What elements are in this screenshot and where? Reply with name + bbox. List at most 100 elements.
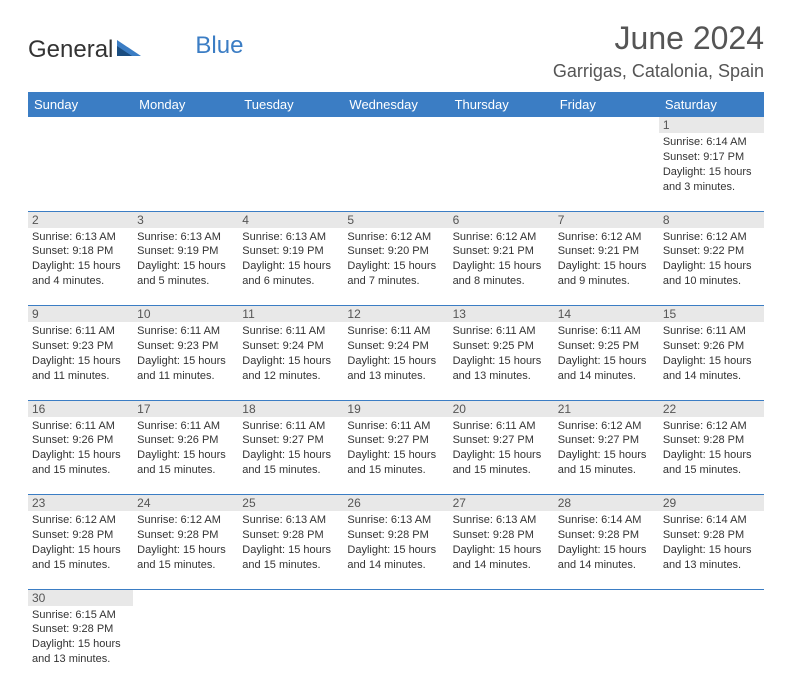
- daynum-row: 16171819202122: [28, 400, 764, 417]
- day-info-cell: Sunrise: 6:13 AMSunset: 9:28 PMDaylight:…: [449, 511, 554, 589]
- day-info-cell: [659, 606, 764, 684]
- day-info: Sunrise: 6:11 AMSunset: 9:24 PMDaylight:…: [347, 324, 444, 383]
- day-info-cell: Sunrise: 6:13 AMSunset: 9:19 PMDaylight:…: [133, 228, 238, 306]
- day-info: Sunrise: 6:12 AMSunset: 9:21 PMDaylight:…: [558, 230, 655, 289]
- daylight-text: Daylight: 15 hours and 15 minutes.: [453, 448, 550, 478]
- weekday-wednesday: Wednesday: [343, 92, 448, 117]
- day-number-cell: [554, 117, 659, 133]
- day-info-cell: Sunrise: 6:15 AMSunset: 9:28 PMDaylight:…: [28, 606, 133, 684]
- day-info-cell: Sunrise: 6:11 AMSunset: 9:26 PMDaylight:…: [133, 417, 238, 495]
- day-number-cell: [343, 589, 448, 606]
- daylight-text: Daylight: 15 hours and 14 minutes.: [663, 354, 760, 384]
- weekday-friday: Friday: [554, 92, 659, 117]
- day-info: Sunrise: 6:12 AMSunset: 9:20 PMDaylight:…: [347, 230, 444, 289]
- sunrise-text: Sunrise: 6:12 AM: [32, 513, 129, 528]
- day-info-cell: Sunrise: 6:14 AMSunset: 9:17 PMDaylight:…: [659, 133, 764, 211]
- day-info-cell: Sunrise: 6:12 AMSunset: 9:28 PMDaylight:…: [659, 417, 764, 495]
- day-info-cell: Sunrise: 6:11 AMSunset: 9:23 PMDaylight:…: [133, 322, 238, 400]
- dayinfo-row: Sunrise: 6:12 AMSunset: 9:28 PMDaylight:…: [28, 511, 764, 589]
- daylight-text: Daylight: 15 hours and 15 minutes.: [663, 448, 760, 478]
- daynum-row: 1: [28, 117, 764, 133]
- day-number-cell: [554, 589, 659, 606]
- day-number-cell: 11: [238, 306, 343, 323]
- logo-text-general: General: [28, 36, 113, 64]
- weekday-tuesday: Tuesday: [238, 92, 343, 117]
- location-text: Garrigas, Catalonia, Spain: [553, 61, 764, 82]
- day-info-cell: Sunrise: 6:11 AMSunset: 9:26 PMDaylight:…: [28, 417, 133, 495]
- day-info-cell: Sunrise: 6:13 AMSunset: 9:18 PMDaylight:…: [28, 228, 133, 306]
- day-info: Sunrise: 6:13 AMSunset: 9:18 PMDaylight:…: [32, 230, 129, 289]
- sunrise-text: Sunrise: 6:14 AM: [663, 135, 760, 150]
- day-number-cell: 2: [28, 211, 133, 228]
- sunrise-text: Sunrise: 6:14 AM: [558, 513, 655, 528]
- day-info-cell: Sunrise: 6:11 AMSunset: 9:27 PMDaylight:…: [238, 417, 343, 495]
- month-title: June 2024: [553, 20, 764, 57]
- sunrise-text: Sunrise: 6:12 AM: [663, 419, 760, 434]
- day-number-cell: 3: [133, 211, 238, 228]
- day-info-cell: [343, 133, 448, 211]
- sunset-text: Sunset: 9:19 PM: [242, 244, 339, 259]
- day-number-cell: 19: [343, 400, 448, 417]
- sunset-text: Sunset: 9:28 PM: [663, 528, 760, 543]
- sunrise-text: Sunrise: 6:11 AM: [242, 419, 339, 434]
- day-info: Sunrise: 6:13 AMSunset: 9:28 PMDaylight:…: [347, 513, 444, 572]
- day-info-cell: Sunrise: 6:12 AMSunset: 9:28 PMDaylight:…: [133, 511, 238, 589]
- sunrise-text: Sunrise: 6:11 AM: [347, 324, 444, 339]
- day-info-cell: Sunrise: 6:13 AMSunset: 9:28 PMDaylight:…: [238, 511, 343, 589]
- day-info: Sunrise: 6:11 AMSunset: 9:25 PMDaylight:…: [558, 324, 655, 383]
- day-info: Sunrise: 6:14 AMSunset: 9:28 PMDaylight:…: [558, 513, 655, 572]
- sunset-text: Sunset: 9:24 PM: [347, 339, 444, 354]
- sunrise-text: Sunrise: 6:15 AM: [32, 608, 129, 623]
- daylight-text: Daylight: 15 hours and 15 minutes.: [32, 543, 129, 573]
- day-info: Sunrise: 6:13 AMSunset: 9:19 PMDaylight:…: [137, 230, 234, 289]
- daylight-text: Daylight: 15 hours and 15 minutes.: [32, 448, 129, 478]
- day-info: Sunrise: 6:13 AMSunset: 9:19 PMDaylight:…: [242, 230, 339, 289]
- day-info: Sunrise: 6:11 AMSunset: 9:27 PMDaylight:…: [242, 419, 339, 478]
- day-info-cell: [449, 606, 554, 684]
- logo-text-blue: Blue: [195, 32, 243, 60]
- calendar-table: Sunday Monday Tuesday Wednesday Thursday…: [28, 92, 764, 684]
- daylight-text: Daylight: 15 hours and 15 minutes.: [137, 448, 234, 478]
- sunset-text: Sunset: 9:27 PM: [347, 433, 444, 448]
- day-info-cell: Sunrise: 6:13 AMSunset: 9:19 PMDaylight:…: [238, 228, 343, 306]
- day-info: Sunrise: 6:11 AMSunset: 9:26 PMDaylight:…: [32, 419, 129, 478]
- day-info: Sunrise: 6:12 AMSunset: 9:22 PMDaylight:…: [663, 230, 760, 289]
- day-info-cell: Sunrise: 6:12 AMSunset: 9:21 PMDaylight:…: [449, 228, 554, 306]
- sunset-text: Sunset: 9:28 PM: [137, 528, 234, 543]
- day-info: Sunrise: 6:11 AMSunset: 9:23 PMDaylight:…: [32, 324, 129, 383]
- day-info: Sunrise: 6:13 AMSunset: 9:28 PMDaylight:…: [453, 513, 550, 572]
- day-info: Sunrise: 6:14 AMSunset: 9:17 PMDaylight:…: [663, 135, 760, 194]
- sunset-text: Sunset: 9:21 PM: [558, 244, 655, 259]
- sunrise-text: Sunrise: 6:11 AM: [558, 324, 655, 339]
- daylight-text: Daylight: 15 hours and 3 minutes.: [663, 165, 760, 195]
- day-info-cell: Sunrise: 6:11 AMSunset: 9:24 PMDaylight:…: [238, 322, 343, 400]
- day-info: Sunrise: 6:12 AMSunset: 9:28 PMDaylight:…: [663, 419, 760, 478]
- daylight-text: Daylight: 15 hours and 8 minutes.: [453, 259, 550, 289]
- day-number-cell: 30: [28, 589, 133, 606]
- sunrise-text: Sunrise: 6:11 AM: [137, 324, 234, 339]
- day-info-cell: [554, 133, 659, 211]
- sunset-text: Sunset: 9:28 PM: [32, 528, 129, 543]
- day-number-cell: 10: [133, 306, 238, 323]
- day-info: Sunrise: 6:11 AMSunset: 9:26 PMDaylight:…: [663, 324, 760, 383]
- day-number-cell: 29: [659, 495, 764, 512]
- daylight-text: Daylight: 15 hours and 15 minutes.: [242, 448, 339, 478]
- sunrise-text: Sunrise: 6:11 AM: [663, 324, 760, 339]
- day-number-cell: 12: [343, 306, 448, 323]
- day-info-cell: Sunrise: 6:13 AMSunset: 9:28 PMDaylight:…: [343, 511, 448, 589]
- day-number-cell: 14: [554, 306, 659, 323]
- day-info-cell: Sunrise: 6:11 AMSunset: 9:25 PMDaylight:…: [554, 322, 659, 400]
- sunset-text: Sunset: 9:26 PM: [663, 339, 760, 354]
- day-number-cell: 20: [449, 400, 554, 417]
- logo: General Blue: [28, 36, 243, 64]
- day-info-cell: Sunrise: 6:12 AMSunset: 9:20 PMDaylight:…: [343, 228, 448, 306]
- day-info: Sunrise: 6:11 AMSunset: 9:23 PMDaylight:…: [137, 324, 234, 383]
- day-number-cell: [449, 589, 554, 606]
- day-info: Sunrise: 6:11 AMSunset: 9:25 PMDaylight:…: [453, 324, 550, 383]
- day-info-cell: [133, 606, 238, 684]
- day-info-cell: Sunrise: 6:11 AMSunset: 9:27 PMDaylight:…: [343, 417, 448, 495]
- sunrise-text: Sunrise: 6:11 AM: [137, 419, 234, 434]
- weekday-header-row: Sunday Monday Tuesday Wednesday Thursday…: [28, 92, 764, 117]
- sunrise-text: Sunrise: 6:12 AM: [453, 230, 550, 245]
- flag-icon: [117, 38, 143, 63]
